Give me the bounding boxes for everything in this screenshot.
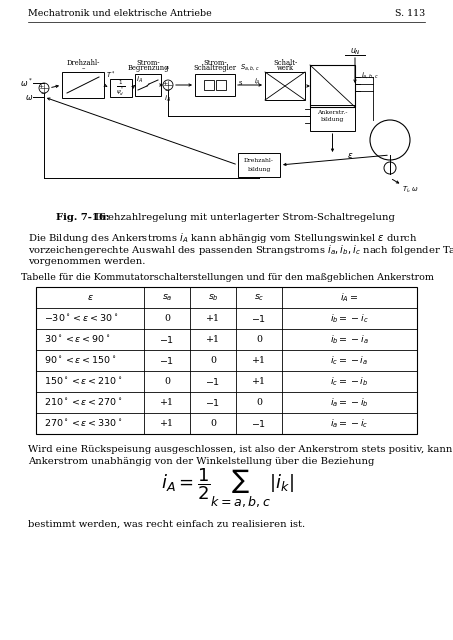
Text: $-30^\circ < \varepsilon < 30^\circ$: $-30^\circ < \varepsilon < 30^\circ$: [44, 313, 118, 324]
Text: $i_A$: $i_A$: [254, 77, 260, 87]
Text: 0: 0: [210, 356, 216, 365]
Text: –: –: [81, 65, 85, 72]
Text: 0: 0: [164, 377, 170, 386]
Text: $i_c = -i_a$: $i_c = -i_a$: [330, 355, 369, 367]
Text: +1: +1: [252, 377, 266, 386]
Text: S. 113: S. 113: [395, 10, 425, 19]
Text: bildung: bildung: [321, 118, 344, 122]
Bar: [310, 105, 355, 131]
Text: $s_a$: $s_a$: [162, 292, 172, 303]
Bar: [310, 65, 355, 107]
Text: $90^\circ < \varepsilon < 150^\circ$: $90^\circ < \varepsilon < 150^\circ$: [44, 355, 116, 366]
Bar: [204, 80, 214, 90]
Text: werk: werk: [276, 65, 294, 72]
Text: Wird eine Rückspeisung ausgeschlossen, ist also der Ankerstrom stets positiv, ka: Wird eine Rückspeisung ausgeschlossen, i…: [28, 445, 453, 454]
Text: $30^\circ < \varepsilon < 90^\circ$: $30^\circ < \varepsilon < 90^\circ$: [44, 334, 110, 345]
Text: $s_c$: $s_c$: [254, 292, 264, 303]
Bar: [265, 72, 305, 100]
Bar: [238, 153, 280, 177]
Text: $-1$: $-1$: [251, 313, 266, 324]
Text: $i_b = -i_a$: $i_b = -i_a$: [330, 333, 369, 346]
Text: $i_a = -i_b$: $i_a = -i_b$: [330, 396, 369, 409]
Text: $i_{a,b,c}$: $i_{a,b,c}$: [361, 70, 379, 80]
Text: $T_i, \omega$: $T_i, \omega$: [402, 185, 419, 195]
Text: $u_N$: $u_N$: [350, 47, 361, 57]
Text: Tabelle für die Kommutatorschalterstellungen und für den maßgeblichen Ankerstrom: Tabelle für die Kommutatorschalterstellu…: [20, 273, 434, 282]
Text: $-1$: $-1$: [159, 355, 174, 366]
Text: $s_b$: $s_b$: [207, 292, 218, 303]
Text: $S_{a,b,c}$: $S_{a,b,c}$: [240, 62, 260, 72]
Text: −: −: [40, 90, 46, 95]
Text: +: +: [39, 84, 43, 89]
Text: Drehzahlregelung mit unterlagerter Strom-Schaltregelung: Drehzahlregelung mit unterlagerter Strom…: [92, 214, 395, 223]
Text: $\varepsilon$: $\varepsilon$: [347, 150, 353, 159]
Text: Strom-: Strom-: [203, 59, 227, 67]
Text: $i_b = -i_c$: $i_b = -i_c$: [330, 312, 369, 324]
Text: vorzeichengerechte Auswahl des passenden Strangstroms $i_a, i_b, i_c$ nach folge: vorzeichengerechte Auswahl des passenden…: [28, 243, 453, 257]
Bar: [110, 79, 132, 97]
Text: Schaltregler: Schaltregler: [193, 65, 236, 72]
Text: Ankerstr.-: Ankerstr.-: [317, 109, 348, 115]
Text: +1: +1: [160, 398, 174, 407]
Bar: [195, 74, 235, 96]
Text: 0: 0: [210, 419, 216, 428]
Text: $\frac{1}{\psi_d^*}$: $\frac{1}{\psi_d^*}$: [116, 79, 126, 97]
Text: vorgenommen werden.: vorgenommen werden.: [28, 257, 145, 266]
Text: $_A$: $_A$: [165, 65, 170, 72]
Text: Die Bildung des Ankerstroms $i_A$ kann abhängig vom Stellungswinkel $\varepsilon: Die Bildung des Ankerstroms $i_A$ kann a…: [28, 231, 418, 245]
Text: s: s: [238, 79, 242, 87]
Text: $210^\circ < \varepsilon < 270^\circ$: $210^\circ < \varepsilon < 270^\circ$: [44, 397, 122, 408]
Text: Drehzahl-: Drehzahl-: [244, 159, 274, 163]
Text: bestimmt werden, was recht einfach zu realisieren ist.: bestimmt werden, was recht einfach zu re…: [28, 520, 305, 529]
Bar: [36, 287, 417, 434]
Text: $\omega$: $\omega$: [25, 93, 33, 102]
Text: 0: 0: [256, 398, 262, 407]
Text: +1: +1: [206, 335, 220, 344]
Bar: [62, 72, 104, 98]
Text: Ankerstrom unabhängig von der Winkelstellung über die Beziehung: Ankerstrom unabhängig von der Winkelstel…: [28, 458, 374, 467]
Text: Fig. 7-16:: Fig. 7-16:: [56, 214, 110, 223]
Text: $150^\circ < \varepsilon < 210^\circ$: $150^\circ < \varepsilon < 210^\circ$: [44, 376, 122, 387]
Text: 0: 0: [164, 314, 170, 323]
Text: bildung: bildung: [247, 166, 271, 172]
Text: +1: +1: [252, 356, 266, 365]
Text: $i_c = -i_b$: $i_c = -i_b$: [330, 375, 369, 388]
Text: $-1$: $-1$: [251, 418, 266, 429]
Text: $-1$: $-1$: [205, 376, 221, 387]
Text: Mechatronik und elektrische Antriebe: Mechatronik und elektrische Antriebe: [28, 10, 212, 19]
Text: $i_A$: $i_A$: [136, 75, 144, 85]
Text: $T^*$: $T^*$: [106, 69, 116, 81]
Text: $i_A$: $i_A$: [164, 94, 172, 104]
Text: Strom-: Strom-: [136, 59, 160, 67]
Text: 0: 0: [256, 335, 262, 344]
Text: $i_A =$: $i_A =$: [340, 291, 359, 304]
Text: $\omega^*$: $\omega^*$: [20, 77, 33, 89]
Text: +1: +1: [160, 419, 174, 428]
Text: Drehzahl-: Drehzahl-: [66, 59, 100, 67]
Text: +: +: [162, 81, 168, 86]
Text: $\varepsilon$: $\varepsilon$: [87, 293, 93, 302]
Bar: [135, 74, 161, 96]
Text: Begrenzung: Begrenzung: [127, 65, 169, 72]
Text: $i_a = -i_c$: $i_a = -i_c$: [330, 417, 369, 429]
Text: $270^\circ < \varepsilon < 330^\circ$: $270^\circ < \varepsilon < 330^\circ$: [44, 418, 122, 429]
Text: +1: +1: [206, 314, 220, 323]
Text: −: −: [164, 87, 169, 92]
Text: Schalt-: Schalt-: [273, 59, 297, 67]
Text: $-1$: $-1$: [159, 334, 174, 345]
Text: $-1$: $-1$: [205, 397, 221, 408]
Text: $i_A = \dfrac{1}{2} \sum_{k=a,b,c} |i_k|$: $i_A = \dfrac{1}{2} \sum_{k=a,b,c} |i_k|…: [160, 467, 294, 509]
Bar: [216, 80, 226, 90]
